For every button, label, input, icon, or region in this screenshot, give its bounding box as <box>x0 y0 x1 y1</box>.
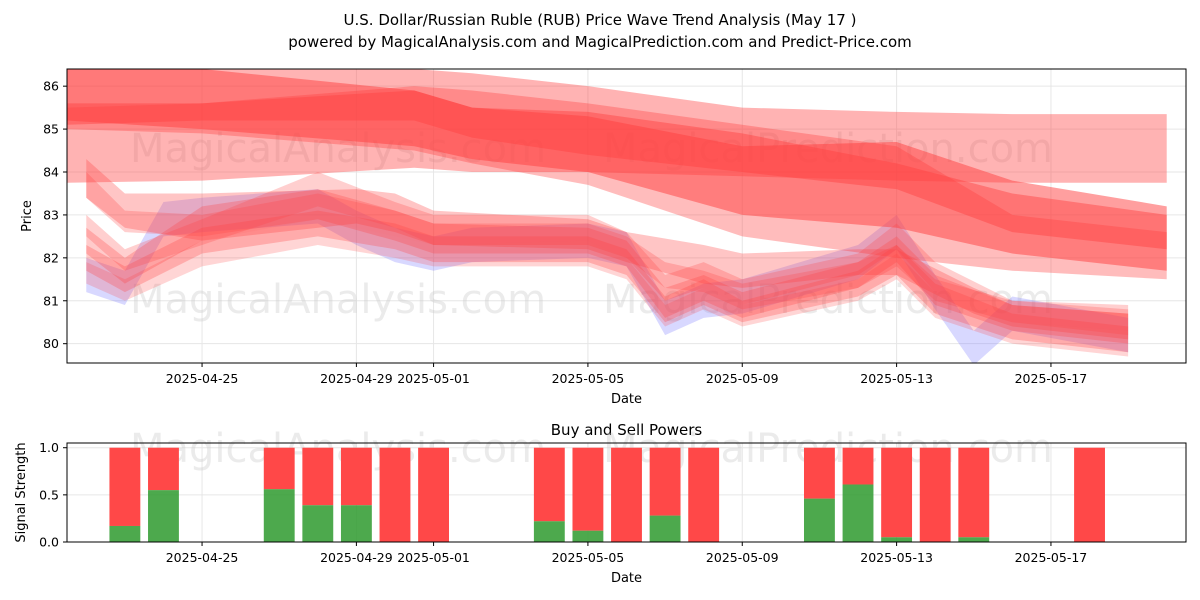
price-ytick-label: 81 <box>43 293 59 308</box>
buy-bar <box>533 521 565 542</box>
signal-chart-title: Buy and Sell Powers <box>551 421 703 439</box>
price-ytick-label: 84 <box>43 165 59 180</box>
buy-bar <box>572 530 604 542</box>
buy-bar <box>649 515 681 542</box>
wave-band-3 <box>67 90 1167 250</box>
price-xtick-label: 2025-04-25 <box>166 371 239 386</box>
signal-ytick-label: 0.0 <box>39 535 59 550</box>
price-ytick-label: 80 <box>43 336 59 351</box>
watermark-analysis-mid: MagicalAnalysis.com <box>130 277 546 323</box>
signal-xaxis-label: Date <box>611 571 642 586</box>
signal-xtick-label: 2025-05-01 <box>397 550 470 565</box>
sell-bar <box>919 447 951 542</box>
sell-bar <box>842 447 874 485</box>
wave-band-5 <box>86 189 1129 344</box>
watermark-prediction-mid: MagicalPrediction.com <box>603 277 1053 323</box>
price-ytick-label: 85 <box>43 122 59 137</box>
sell-bar <box>572 447 604 531</box>
sell-bar <box>611 447 642 542</box>
figure-subtitle: powered by MagicalAnalysis.com and Magic… <box>288 33 912 51</box>
signal-ytick-label: 1.0 <box>39 440 59 455</box>
signal-xtick-label: 2025-05-17 <box>1015 550 1088 565</box>
sell-bar <box>649 447 681 516</box>
sell-bar <box>340 447 372 506</box>
sell-bar <box>1074 447 1105 542</box>
sell-bar <box>688 447 720 542</box>
wave-band-7 <box>86 210 1129 353</box>
signal-ytick-label: 0.5 <box>39 487 59 502</box>
buy-bar <box>842 484 874 542</box>
buy-bar <box>109 525 141 542</box>
buy-bar <box>958 537 990 542</box>
price-ytick-label: 83 <box>43 207 59 222</box>
watermark-analysis-bottom: MagicalAnalysis.com <box>130 426 546 472</box>
figure-title: U.S. Dollar/Russian Ruble (RUB) Price Wa… <box>344 11 857 29</box>
wave-band-8 <box>86 219 1129 357</box>
price-xtick-label: 2025-05-09 <box>706 371 779 386</box>
sell-bar <box>533 447 565 522</box>
sell-bar <box>881 447 913 538</box>
signal-plot-frame <box>66 442 1187 543</box>
price-ytick-label: 82 <box>43 250 59 265</box>
signal-chart: Buy and Sell PowersMagicalAnalysis.comMa… <box>14 421 1187 586</box>
sell-bar <box>958 447 990 538</box>
price-xtick-label: 2025-05-13 <box>860 371 933 386</box>
price-plot-frame <box>66 68 1187 364</box>
sell-bar <box>302 447 334 506</box>
wave-band-1 <box>67 69 1167 271</box>
price-xaxis-label: Date <box>611 392 642 407</box>
signal-xtick-label: 2025-05-09 <box>706 550 779 565</box>
buy-bar <box>148 490 179 542</box>
price-xtick-label: 2025-05-17 <box>1015 371 1088 386</box>
buy-bar <box>302 505 334 542</box>
sell-bar <box>418 447 450 542</box>
sell-bar <box>263 447 295 490</box>
wave-band-2 <box>67 86 1167 280</box>
wave-band-6 <box>86 172 1129 336</box>
wave-band-4 <box>86 159 1129 340</box>
signal-xtick-label: 2025-05-05 <box>552 550 625 565</box>
buy-bar <box>340 505 372 542</box>
sell-bar <box>148 447 179 491</box>
signal-yaxis-label: Signal Strength <box>14 442 29 542</box>
price-series-band <box>86 189 1129 363</box>
sell-bar <box>109 447 141 526</box>
signal-xtick-label: 2025-05-13 <box>860 550 933 565</box>
price-yaxis-label: Price <box>20 200 35 232</box>
buy-bar <box>263 489 295 542</box>
price-ytick-label: 86 <box>43 79 59 94</box>
buy-bar <box>803 498 835 542</box>
sell-bar <box>803 447 835 499</box>
price-xtick-label: 2025-05-05 <box>552 371 625 386</box>
sell-bar <box>379 447 411 542</box>
buy-bar <box>881 537 913 542</box>
signal-xtick-label: 2025-04-25 <box>166 550 239 565</box>
signal-xtick-label: 2025-04-29 <box>320 550 393 565</box>
wave-band-9 <box>86 172 1129 331</box>
price-plot-area <box>67 69 1167 363</box>
price-chart: MagicalAnalysis.com MagicalPrediction.com… <box>20 68 1187 407</box>
price-xtick-label: 2025-05-01 <box>397 371 470 386</box>
price-xtick-label: 2025-04-29 <box>320 371 393 386</box>
